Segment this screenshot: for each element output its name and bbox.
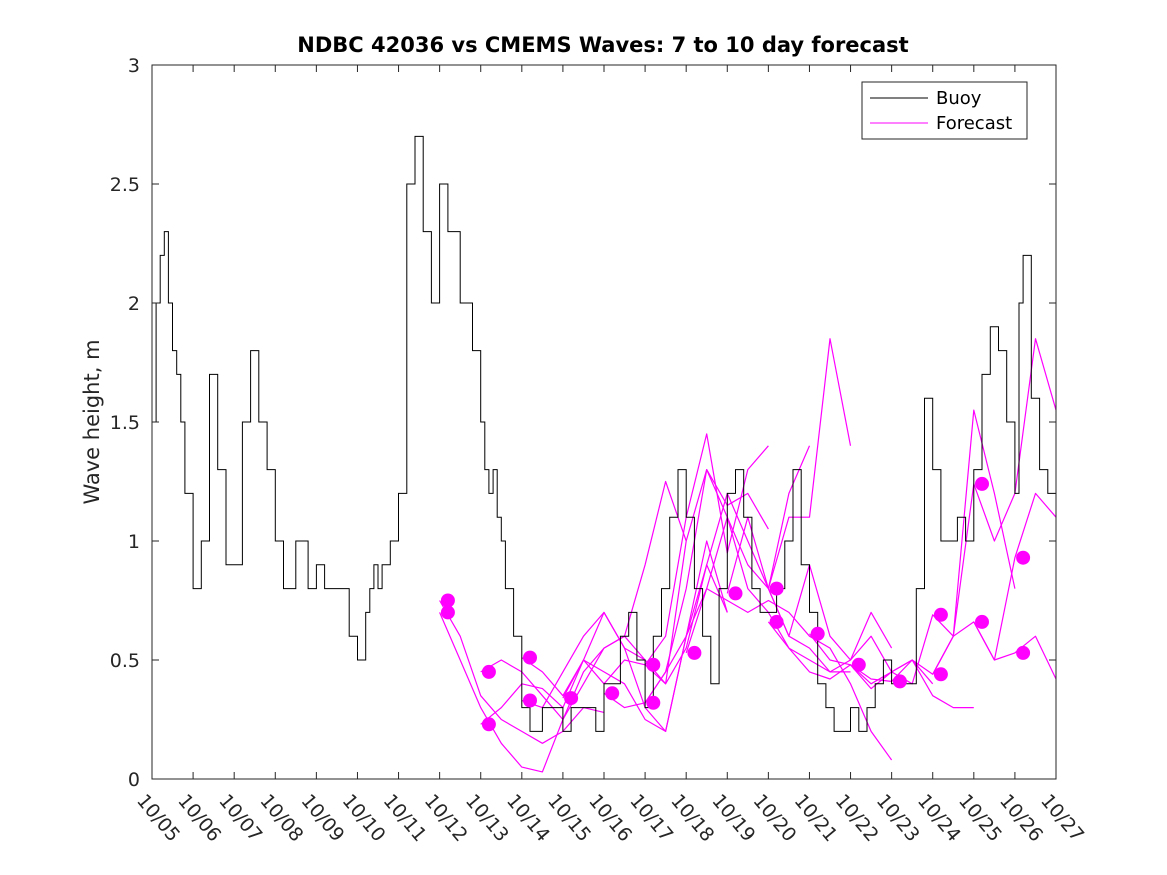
forecast-marker [975,614,989,629]
forecast-line [685,587,893,761]
x-tick-label: 10/06 [173,790,225,846]
x-tick-label: 10/08 [255,790,307,846]
forecast-line [439,600,605,744]
plot-area [152,65,1056,779]
legend-forecast-label: Forecast [936,113,1012,134]
y-tick-label: 0 [128,769,140,791]
forecast-marker [933,667,948,682]
forecast-marker [1016,550,1031,565]
forecast-marker [728,586,743,601]
legend-buoy-label: Buoy [936,88,982,109]
forecast-marker [687,645,702,660]
forecast-marker [481,664,496,679]
buoy-layer [152,135,1057,732]
forecast-marker [933,607,948,622]
forecast-line [973,621,1057,680]
x-tick-label: 10/23 [872,790,924,846]
forecast-marker [440,605,455,620]
x-tick-label: 10/16 [584,790,636,846]
forecast-marker [975,476,989,491]
chart-title: NDBC 42036 vs CMEMS Waves: 7 to 10 day f… [297,33,908,57]
x-tick-label: 10/27 [1036,790,1088,846]
forecast-line [480,480,687,721]
forecast-marker [646,657,661,672]
x-tick-label: 10/07 [214,790,266,846]
y-axis: 0 0.5 1 1.5 2 2.5 3 [110,55,1056,791]
x-tick-label: 10/25 [954,790,1006,846]
forecast-line [562,433,769,699]
x-tick-label: 10/17 [625,790,677,846]
forecast-marker [810,626,825,641]
x-tick-label: 10/12 [420,790,472,846]
forecast-line [521,540,728,733]
forecast-marker [892,674,907,689]
forecast-marker [769,581,784,596]
x-tick-label: 10/18 [666,790,718,846]
forecast-marker [523,650,537,665]
forecast-line [644,516,851,704]
marker-layer [440,476,1031,732]
x-tick-label: 10/05 [132,790,184,846]
forecast-line [603,445,811,709]
forecast-marker [564,691,579,706]
forecast-marker [523,693,537,708]
forecast-marker [646,695,661,710]
y-tick-label: 1.5 [110,412,140,434]
legend-box [861,81,1028,140]
x-tick-label: 10/10 [338,790,390,846]
forecast-marker [851,657,866,672]
forecast-marker [605,686,620,701]
buoy-line [152,135,1057,732]
forecast-marker [1016,645,1031,660]
x-tick-label: 10/13 [461,790,513,846]
forecast-marker [440,593,455,608]
x-tick-label: 10/19 [707,790,759,846]
y-tick-label: 2 [128,293,140,315]
x-tick-label: 10/14 [502,790,554,846]
x-tick-label: 10/26 [995,790,1047,846]
x-tick-label: 10/22 [831,790,883,846]
y-tick-label: 1 [128,531,140,553]
forecast-marker [481,717,496,732]
forecast-line [644,338,852,685]
x-tick-label: 10/11 [379,790,431,846]
x-tick-label: 10/15 [543,790,595,846]
x-tick-label: 10/24 [913,790,965,846]
y-tick-label: 0.5 [110,650,140,672]
x-tick-label: 10/09 [297,790,349,846]
legend: Buoy Forecast [861,81,1028,140]
forecast-line [767,621,974,709]
y-axis-label: Wave height, m [80,339,104,504]
y-tick-label: 2.5 [110,174,140,196]
x-tick-label: 10/20 [749,790,801,846]
forecast-marker [769,614,784,629]
y-tick-label: 3 [128,55,140,77]
x-tick-label: 10/21 [790,790,842,846]
